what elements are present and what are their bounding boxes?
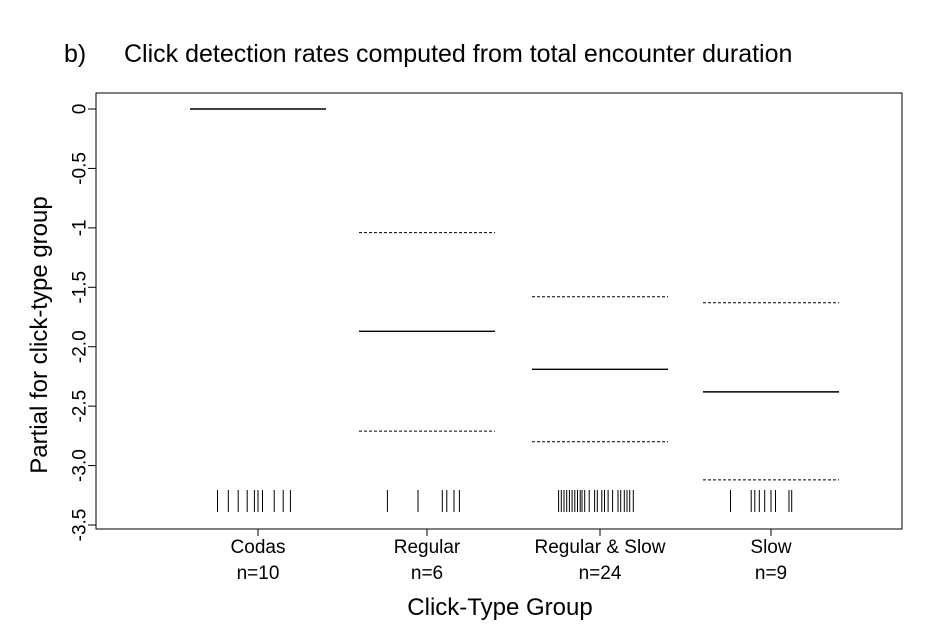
x-tick-sample-size: n=10 [237, 563, 280, 584]
y-tick-label: -3.0 [70, 449, 91, 482]
y-tick-label: -1.5 [70, 271, 91, 304]
x-tick-label: Codas [231, 537, 286, 558]
y-tick-label: 0 [70, 104, 91, 115]
x-axis: Codas n=10 Regular n=6 Regular & Slow n=24 Slo… [231, 528, 792, 584]
x-tick-sample-size: n=24 [579, 563, 622, 584]
x-tick-sample-size: n=6 [411, 563, 443, 584]
x-tick-label: Regular [394, 537, 461, 558]
y-axis: 0 -0.5 -1 -1.5 -2.0 -2.5 -3.0 -3.5 [70, 104, 97, 542]
y-axis-label: Partial for click-type group [26, 196, 53, 473]
x-axis-label: Click-Type Group [407, 594, 592, 621]
x-tick-label: Regular & Slow [535, 537, 666, 558]
x-tick-label: Slow [750, 537, 791, 558]
chart-title: Click detection rates computed from tota… [124, 40, 792, 68]
x-tick-sample-size: n=9 [755, 563, 787, 584]
plot-area [190, 108, 839, 512]
y-tick-label: -2.0 [70, 330, 91, 363]
plot-frame [95, 92, 903, 530]
y-tick-label: -1 [70, 219, 91, 236]
y-tick-label: -2.5 [70, 390, 91, 423]
y-tick-label: -3.5 [70, 509, 91, 542]
y-tick-label: -0.5 [70, 152, 91, 185]
panel-label: b) [64, 40, 86, 68]
